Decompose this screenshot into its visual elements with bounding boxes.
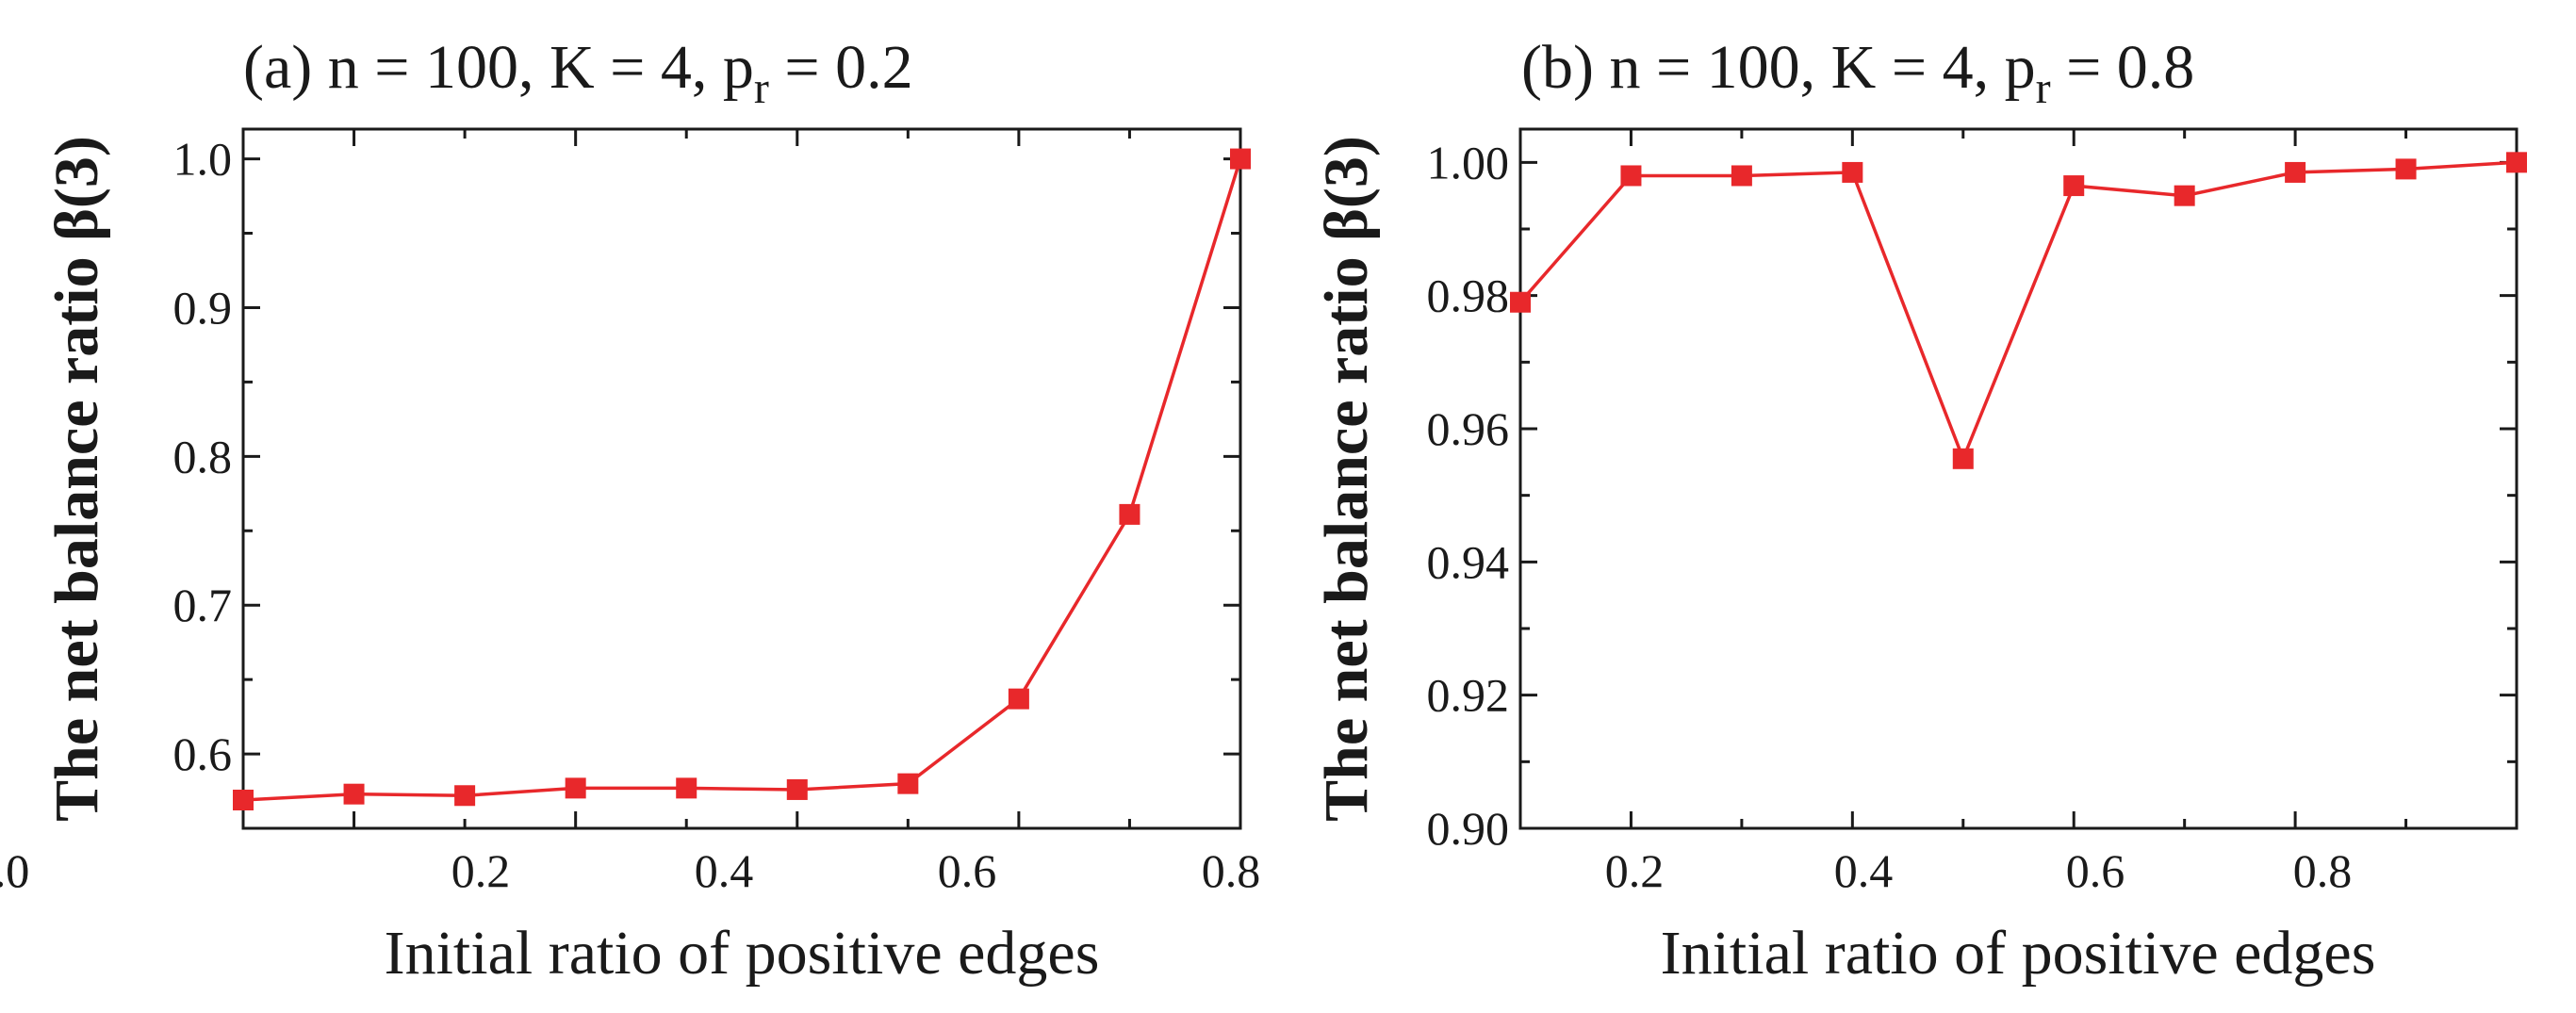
x-tick-label: 0.6 [938,844,997,897]
data-point-marker [676,777,697,799]
x-tick-label: 0.4 [1834,844,1894,897]
data-point-marker [1842,161,1863,183]
data-point-marker [1731,165,1752,187]
data-point-marker [2395,158,2417,180]
chart-b-y-axis-label: The net balance ratio β(3) [1312,136,1381,822]
data-point-marker [1119,503,1140,525]
x-tick-label: 0.8 [1202,844,1261,897]
y-tick-label: 0.96 [1427,402,1510,455]
data-point-marker [454,785,476,807]
y-tick-label: 0.98 [1427,270,1510,322]
chart-a-title-prefix: (a) n = 100, K = 4, p [243,33,754,102]
chart-a-title-subscript: r [754,63,769,113]
x-tick-label: 1.0 [0,844,29,897]
data-point-marker [2506,152,2527,173]
x-tick-label: 1.0 [0,844,29,897]
y-tick-label: 0.8 [173,430,233,482]
data-point-marker [565,777,586,799]
data-point-marker [343,783,365,805]
y-tick-label: 1.0 [173,133,233,186]
chart-a-series [233,148,1251,811]
chart-a-plot-frame [241,127,1242,830]
data-point-marker [786,778,808,800]
x-tick-label: 0.2 [451,844,511,897]
data-point-marker [2285,161,2306,183]
chart-a-x-axis-label: Initial ratio of positive edges [385,919,1100,988]
data-point-marker [897,773,919,794]
chart-panel-a: (a) n = 100, K = 4, pr = 0.2 0.2 0.4 0.6 0.… [0,33,1260,988]
chart-b-title-prefix: (b) n = 100, K = 4, p [1521,33,2036,102]
chart-a-title: (a) n = 100, K = 4, pr = 0.2 [243,33,913,113]
data-point-marker [1008,688,1029,710]
data-point-marker [1510,291,1531,313]
y-tick-label: 0.94 [1427,535,1510,588]
y-tick-label: 1.00 [1427,136,1510,188]
chart-b-x-tick-labels: 0.2 0.4 0.6 0.8 1.0 [0,844,2352,897]
x-tick-label: 0.2 [1605,844,1665,897]
chart-b-title-suffix: = 0.8 [2051,33,2195,102]
x-tick-label: 0.8 [2293,844,2353,897]
data-point-marker [2063,175,2085,197]
chart-b-series [1510,152,2527,469]
y-tick-label: 0.7 [173,579,233,631]
chart-a-x-tick-labels: 0.2 0.4 0.6 0.8 1.0 [0,844,1260,897]
chart-b-y-tick-labels: 0.90 0.92 0.94 0.96 0.98 1.00 [1427,136,1510,855]
x-tick-label: 0.4 [695,844,754,897]
y-tick-label: 0.9 [173,281,233,334]
chart-b-title-subscript: r [2036,63,2051,113]
chart-b-title: (b) n = 100, K = 4, pr = 0.8 [1521,33,2194,113]
chart-a-axis-ticks [243,129,1242,828]
y-tick-label: 0.6 [173,727,233,780]
chart-b-x-axis-label: Initial ratio of positive edges [1661,919,2376,988]
data-point-marker [1952,448,1974,469]
chart-a-y-axis-label: The net balance ratio β(3) [42,136,111,822]
series-line [242,158,1242,802]
chart-b-axis-ticks [1520,129,2519,830]
chart-b-plot-frame [1518,127,2519,830]
data-point-marker [1620,165,1642,187]
y-tick-label: 0.92 [1427,669,1510,722]
data-point-marker [233,790,254,811]
data-point-marker [1230,148,1251,170]
chart-a-title-suffix: = 0.2 [769,33,913,102]
chart-a-y-tick-labels: 0.6 0.7 0.8 0.9 1.0 [173,133,233,780]
chart-panel-b: (b) n = 100, K = 4, pr = 0.8 0.2 0.4 0.6 0.… [0,33,2527,988]
y-tick-label: 0.90 [1427,802,1510,855]
x-tick-label: 0.6 [2066,844,2125,897]
series-line [1518,160,2518,464]
data-point-marker [2174,185,2195,206]
